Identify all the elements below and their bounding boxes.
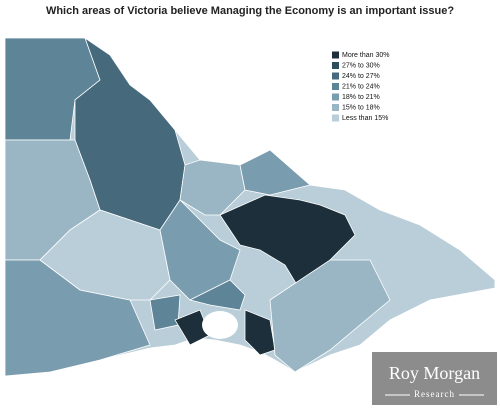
legend-label: 21% to 24%: [342, 83, 380, 90]
legend-swatch: [332, 83, 339, 90]
region: [179, 159, 246, 216]
watermark-name: Roy Morgan: [389, 363, 480, 383]
legend-swatch: [332, 72, 339, 80]
legend-label: 15% to 18%: [342, 104, 380, 111]
map-title: Which areas of Victoria believe Managing…: [46, 5, 454, 17]
victoria-map: [4, 36, 496, 377]
region: [149, 294, 181, 331]
region: [244, 309, 276, 356]
legend-label: Less than 15%: [342, 115, 388, 122]
legend-label: 24% to 27%: [342, 73, 380, 80]
legend: More than 30% 27% to 30% 24% to 27% 21% to …: [332, 51, 389, 122]
legend-label: 18% to 21%: [342, 94, 380, 101]
region: [159, 199, 241, 301]
legend-swatch: [332, 104, 339, 111]
legend-swatch: [332, 51, 339, 59]
watermark: Roy Morgan Research: [372, 352, 497, 405]
watermark-subtitle: Research: [414, 389, 455, 399]
legend-swatch: [332, 114, 339, 122]
region: [239, 149, 311, 196]
legend-swatch: [332, 62, 339, 69]
legend-label: More than 30%: [342, 52, 389, 59]
region: [188, 279, 246, 311]
legend-label: 27% to 30%: [342, 62, 380, 69]
legend-swatch: [332, 93, 339, 101]
region: [39, 209, 171, 301]
watermark-box: [372, 352, 497, 405]
region: [269, 259, 391, 373]
port-phillip-bay: [202, 311, 238, 339]
